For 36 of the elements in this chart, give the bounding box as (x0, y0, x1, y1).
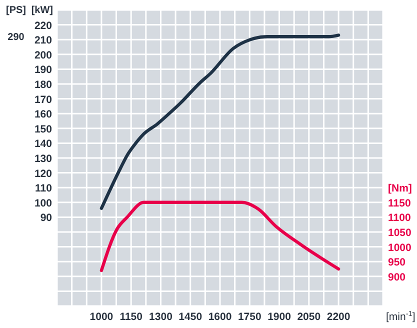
x-tick-label: 1600 (208, 311, 232, 323)
y-tick-label: 110 (35, 182, 52, 195)
y2-tick-label: 1000 (388, 242, 412, 254)
x-tick-label: 2200 (326, 311, 350, 323)
y2-axis-title: [Nm] (388, 182, 412, 194)
y2-tick-label: 900 (388, 271, 406, 284)
x-axis-title: [min$^{-1}$] (386, 308, 416, 323)
y-tick-label: 220 (34, 20, 52, 32)
y-tick-label: 90 (40, 212, 52, 224)
y2-tick-label: 1100 (388, 212, 411, 224)
y-tick-label: 180 (34, 79, 52, 91)
y-tick-label: 210 (34, 34, 52, 47)
line-series (100, 200, 340, 272)
y-tick-label: 170 (34, 94, 52, 106)
x-tick-label: 1300 (149, 311, 173, 323)
y2-tick-label: 950 (388, 256, 406, 269)
y-tick-label: 120 (34, 168, 52, 180)
y-axis-title: [kW] (31, 5, 53, 16)
y-tick-label: 190 (34, 64, 52, 76)
y2-tick-label: 1050 (388, 227, 412, 239)
text: [PS] (6, 5, 26, 16)
y-tick-label: 100 (34, 197, 52, 210)
y-tick-label: 140 (34, 138, 52, 150)
y-tick-label: 150 (34, 123, 52, 136)
x-tick-label: 1900 (268, 311, 292, 323)
x-tick-label: 2050 (297, 311, 321, 323)
x-tick-label: 1150 (120, 311, 143, 323)
x-tick-label: 1000 (90, 311, 114, 323)
x-tick-label: 1750 (238, 311, 262, 323)
y-tick-label: 200 (34, 49, 52, 62)
x-tick-label: 1450 (178, 311, 202, 323)
text: 290 (8, 32, 25, 43)
y2-tick-label: 1150 (388, 197, 411, 210)
y-tick-label: 130 (34, 153, 52, 165)
y-tick-label: 160 (34, 108, 52, 121)
line-series (100, 34, 340, 210)
